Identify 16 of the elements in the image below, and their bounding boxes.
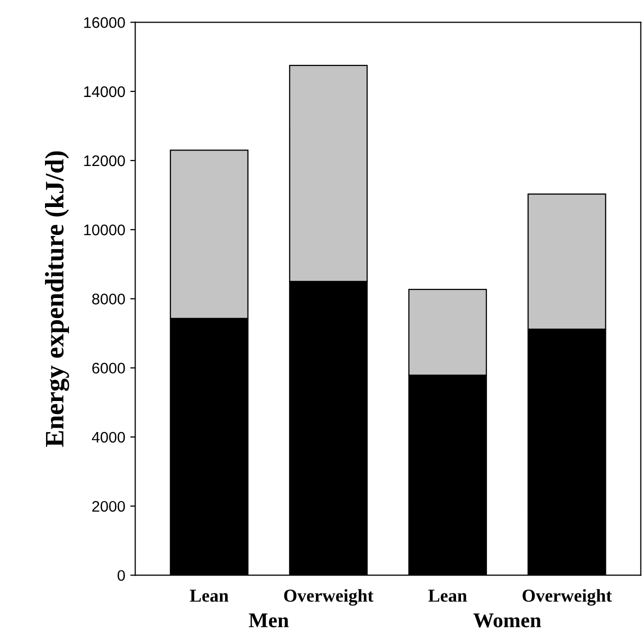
- y-tick-label: 12000: [84, 155, 125, 166]
- x-tick-label: Overweight: [522, 589, 612, 606]
- text: Men: [248, 614, 289, 628]
- y-tick-label: 14000: [84, 86, 125, 98]
- y-axis-title: Energy expenditure (kJ/d): [45, 151, 70, 447]
- x-tick-label: Lean: [428, 590, 467, 602]
- y-tick-label: 0: [118, 570, 125, 581]
- y-tick-label: 8000: [92, 294, 125, 304]
- y-tick-label: 16000: [84, 17, 125, 28]
- x-tick-label: Overweight: [284, 589, 374, 606]
- y-tick-label: 4000: [92, 432, 125, 443]
- x-tick-label: Lean: [190, 590, 228, 602]
- y-tick-label: 6000: [92, 362, 125, 374]
- text: Women: [473, 614, 542, 628]
- y-tick-label: 2000: [92, 500, 125, 512]
- y-tick-label: 10000: [84, 224, 125, 236]
